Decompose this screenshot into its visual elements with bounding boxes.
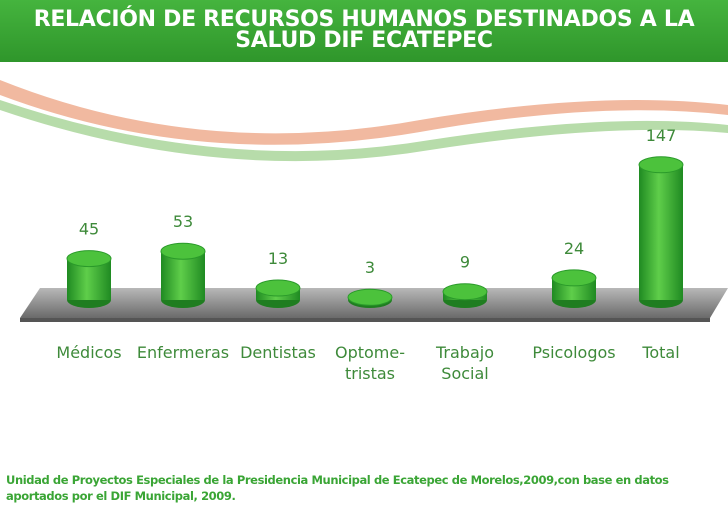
decor-swoosh xyxy=(0,80,728,145)
cylinder xyxy=(442,283,488,308)
category-label: Total xyxy=(642,343,680,362)
cylinder-top xyxy=(66,250,112,268)
platform-edge xyxy=(20,318,710,322)
value-label: 9 xyxy=(460,253,470,272)
chart-title: RELACIÓN DE RECURSOS HUMANOS DESTINADOS … xyxy=(0,0,728,62)
cylinder xyxy=(160,242,206,308)
cylinder xyxy=(347,288,393,308)
category-label: Optome- tristas xyxy=(334,343,405,383)
category-label: Médicos xyxy=(56,343,122,362)
cylinder-top xyxy=(442,283,488,301)
cylinder-top xyxy=(255,279,301,297)
decor-swoosh xyxy=(0,100,728,162)
category-label: Dentistas xyxy=(240,343,316,362)
value-label: 3 xyxy=(365,258,375,277)
cylinder xyxy=(255,279,301,308)
cylinder-top xyxy=(638,156,684,174)
category-label: Psicologos xyxy=(532,343,616,362)
cylinder xyxy=(638,156,684,308)
source-note: Unidad de Proyectos Especiales de la Pre… xyxy=(6,473,669,503)
cylinder-top xyxy=(551,269,597,287)
cylinder-top xyxy=(160,242,206,260)
category-label: Enfermeras xyxy=(136,343,230,362)
cylinder-body xyxy=(639,164,683,300)
cylinder xyxy=(551,269,597,308)
category-label: Trabajo Social xyxy=(436,343,494,383)
cylinder-top xyxy=(347,288,393,306)
value-label: 13 xyxy=(268,249,288,268)
cylinder xyxy=(66,250,112,308)
value-label: 24 xyxy=(564,239,584,258)
value-label: 45 xyxy=(79,220,99,239)
value-label: 147 xyxy=(646,126,677,145)
value-label: 53 xyxy=(173,212,193,231)
